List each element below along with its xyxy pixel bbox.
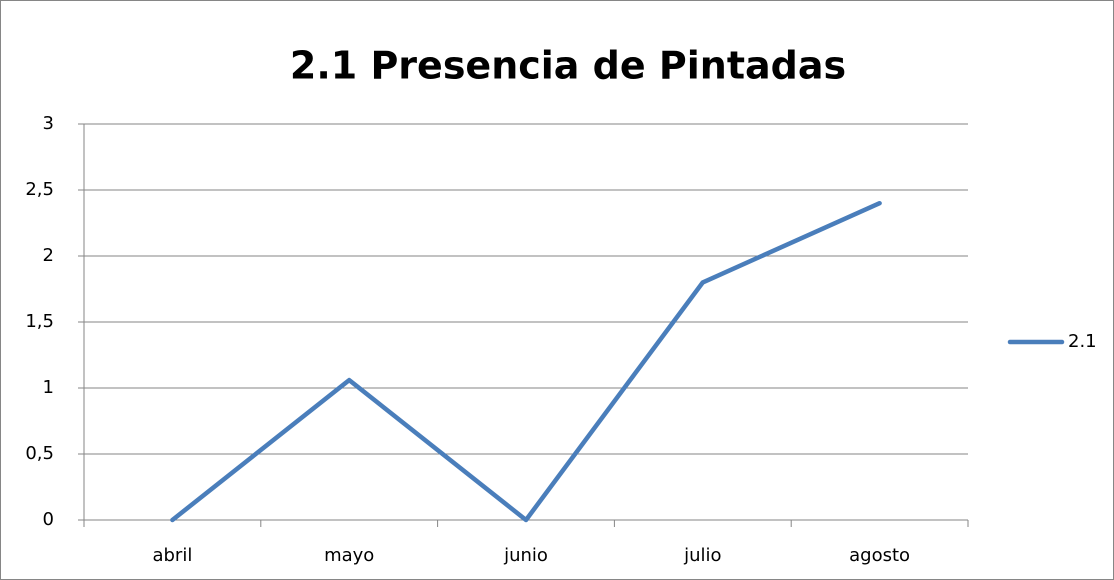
- x-tick-label: mayo: [324, 545, 374, 566]
- x-tick-label: junio: [503, 545, 548, 566]
- x-tick-label: julio: [683, 545, 721, 566]
- x-tick-label: abril: [152, 545, 192, 566]
- x-tick-label: agosto: [849, 545, 910, 566]
- y-tick-label: 3: [43, 113, 54, 134]
- y-tick-label: 1: [43, 377, 54, 398]
- legend-label: 2.1: [1068, 331, 1097, 352]
- y-tick-label: 2,5: [25, 179, 54, 200]
- chart-title: 2.1 Presencia de Pintadas: [290, 44, 846, 88]
- y-tick-label: 0,5: [25, 443, 54, 464]
- series-line: [170, 200, 882, 523]
- y-tick-label: 0: [43, 509, 54, 530]
- y-tick-label: 1,5: [25, 311, 54, 332]
- y-tick-label: 2: [43, 245, 54, 266]
